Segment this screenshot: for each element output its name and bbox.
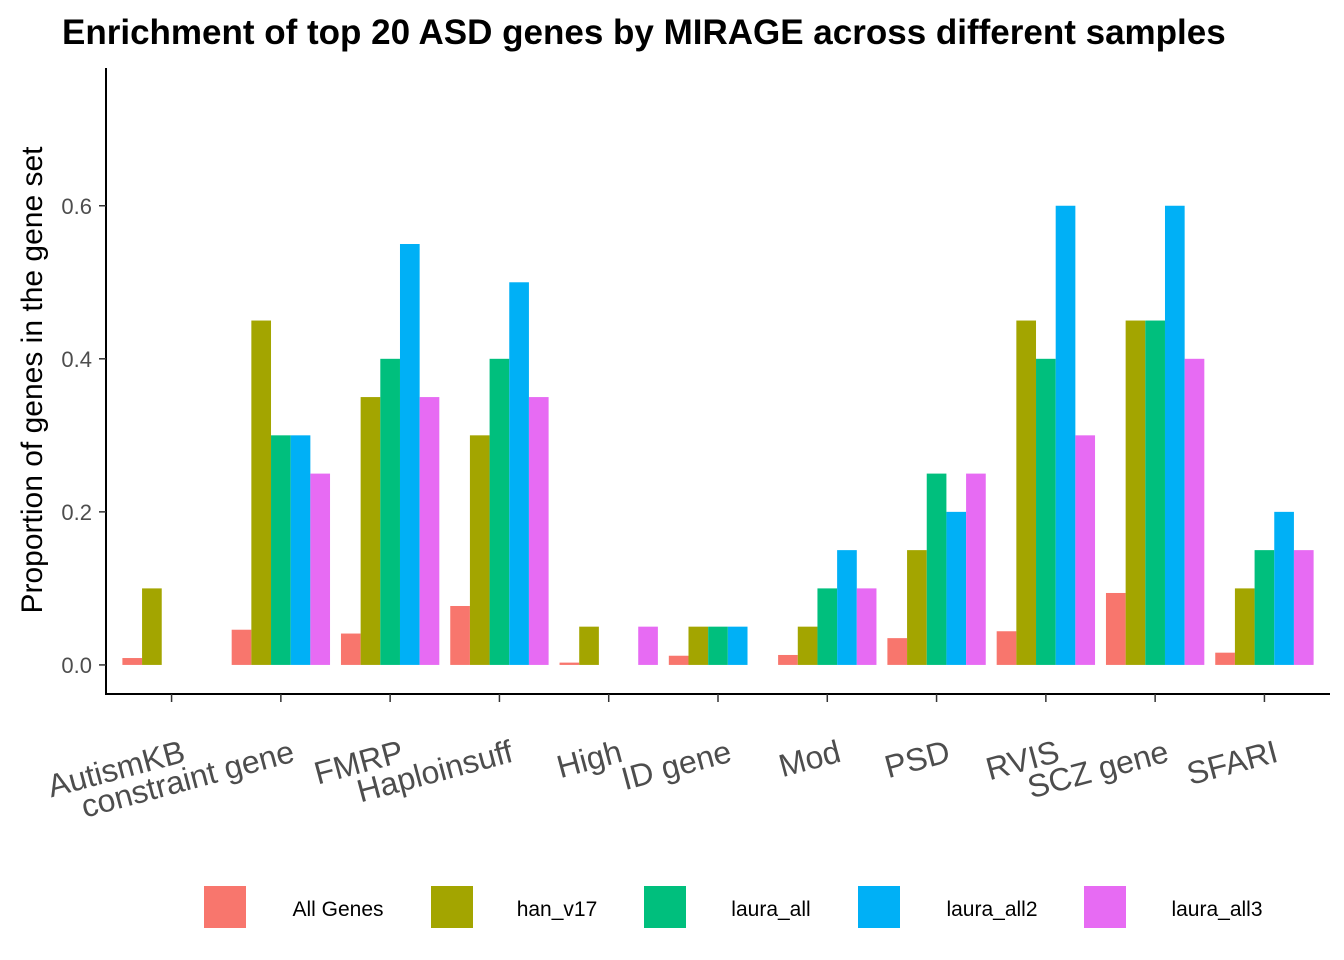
bar-laura-all-constraint-gene <box>271 435 291 665</box>
bar-laura-all3-scz-gene <box>1184 358 1205 665</box>
bar-han-v17-autismkb <box>142 588 162 665</box>
bar-laura-all2-fmrp <box>399 244 420 665</box>
y-tick-label: 0.4 <box>61 347 92 372</box>
legend-key-laura-all2 <box>858 886 900 928</box>
y-ticks: 0.0 0.2 0.4 0.6 <box>61 194 106 678</box>
x-tick-label: SFARI <box>1183 733 1282 792</box>
bar-all-genes-sfari <box>1215 652 1235 665</box>
bar-laura-all-mod <box>817 588 838 665</box>
bar-han-v17-sfari <box>1234 588 1255 665</box>
bar-han-v17-constraint-gene <box>251 320 272 665</box>
legend: All Genes han_v17 laura_all laura_all2 laura… <box>204 886 1263 928</box>
bar-laura-all3-sfari <box>1293 550 1314 665</box>
legend-label-laura-all3: laura_all3 <box>1171 898 1262 921</box>
bar-laura-all2-rvis <box>1055 205 1076 665</box>
bar-laura-all2-scz-gene <box>1164 205 1185 665</box>
legend-label-all-genes: All Genes <box>292 898 383 921</box>
bar-all-genes-scz-gene <box>1105 592 1126 665</box>
bar-han-v17-scz-gene <box>1125 320 1146 665</box>
bar-han-v17-mod <box>797 626 818 665</box>
legend-key-all-genes <box>204 886 246 928</box>
bar-all-genes-haploinsuff <box>450 605 470 665</box>
bar-laura-all2-constraint-gene <box>290 435 311 665</box>
bar-all-genes-autismkb <box>122 658 143 665</box>
bar-laura-all-haploinsuff <box>489 358 510 665</box>
bar-all-genes-high <box>559 662 580 665</box>
bar-laura-all2-psd <box>946 511 967 665</box>
bar-laura-all2-haploinsuff <box>509 282 529 665</box>
bar-laura-all3-rvis <box>1075 435 1096 665</box>
x-tick-label: PSD <box>881 733 954 785</box>
bar-han-v17-rvis <box>1016 320 1037 665</box>
bar-all-genes-rvis <box>996 631 1017 665</box>
bar-laura-all3-high <box>638 626 658 665</box>
bar-han-v17-id-gene <box>688 626 709 665</box>
bar-all-genes-constraint-gene <box>231 629 252 665</box>
legend-key-laura-all <box>644 886 686 928</box>
bar-han-v17-haploinsuff <box>469 435 490 665</box>
bar-laura-all-id-gene <box>708 626 728 665</box>
bar-laura-all3-mod <box>856 588 877 665</box>
bar-han-v17-psd <box>907 550 927 665</box>
bar-all-genes-mod <box>778 654 798 665</box>
legend-label-han-v17: han_v17 <box>517 898 598 921</box>
bar-han-v17-high <box>579 626 599 665</box>
bar-all-genes-id-gene <box>668 655 689 665</box>
bar-laura-all3-psd <box>966 473 986 665</box>
bar-laura-all-scz-gene <box>1145 320 1165 665</box>
legend-label-laura-all: laura_all <box>731 898 810 921</box>
bar-laura-all-rvis <box>1036 358 1056 665</box>
bar-laura-all3-haploinsuff <box>528 397 549 665</box>
legend-label-laura-all2: laura_all2 <box>946 898 1037 921</box>
legend-key-laura-all3 <box>1084 886 1126 928</box>
bar-laura-all2-id-gene <box>727 626 748 665</box>
bar-laura-all2-sfari <box>1274 511 1294 665</box>
bar-han-v17-fmrp <box>360 397 381 665</box>
bar-laura-all-psd <box>926 473 947 665</box>
x-tick-label: High <box>553 733 626 785</box>
bar-all-genes-fmrp <box>340 633 361 665</box>
bar-laura-all2-mod <box>837 550 857 665</box>
y-tick-label: 0.0 <box>61 653 92 678</box>
y-axis-label: Proportion of genes in the gene set <box>16 146 49 614</box>
y-tick-label: 0.6 <box>61 194 92 219</box>
bar-laura-all3-fmrp <box>419 397 440 665</box>
x-tick-label: Mod <box>775 733 844 784</box>
bar-all-genes-psd <box>887 638 908 665</box>
chart-title: Enrichment of top 20 ASD genes by MIRAGE… <box>62 13 1226 52</box>
bar-laura-all3-constraint-gene <box>310 473 331 665</box>
bars-group <box>122 205 1314 665</box>
bar-laura-all-fmrp <box>380 358 400 665</box>
x-tick-label: ID gene <box>617 733 735 797</box>
legend-key-han-v17 <box>431 886 473 928</box>
bar-laura-all-sfari <box>1254 550 1275 665</box>
y-tick-label: 0.2 <box>61 500 92 525</box>
